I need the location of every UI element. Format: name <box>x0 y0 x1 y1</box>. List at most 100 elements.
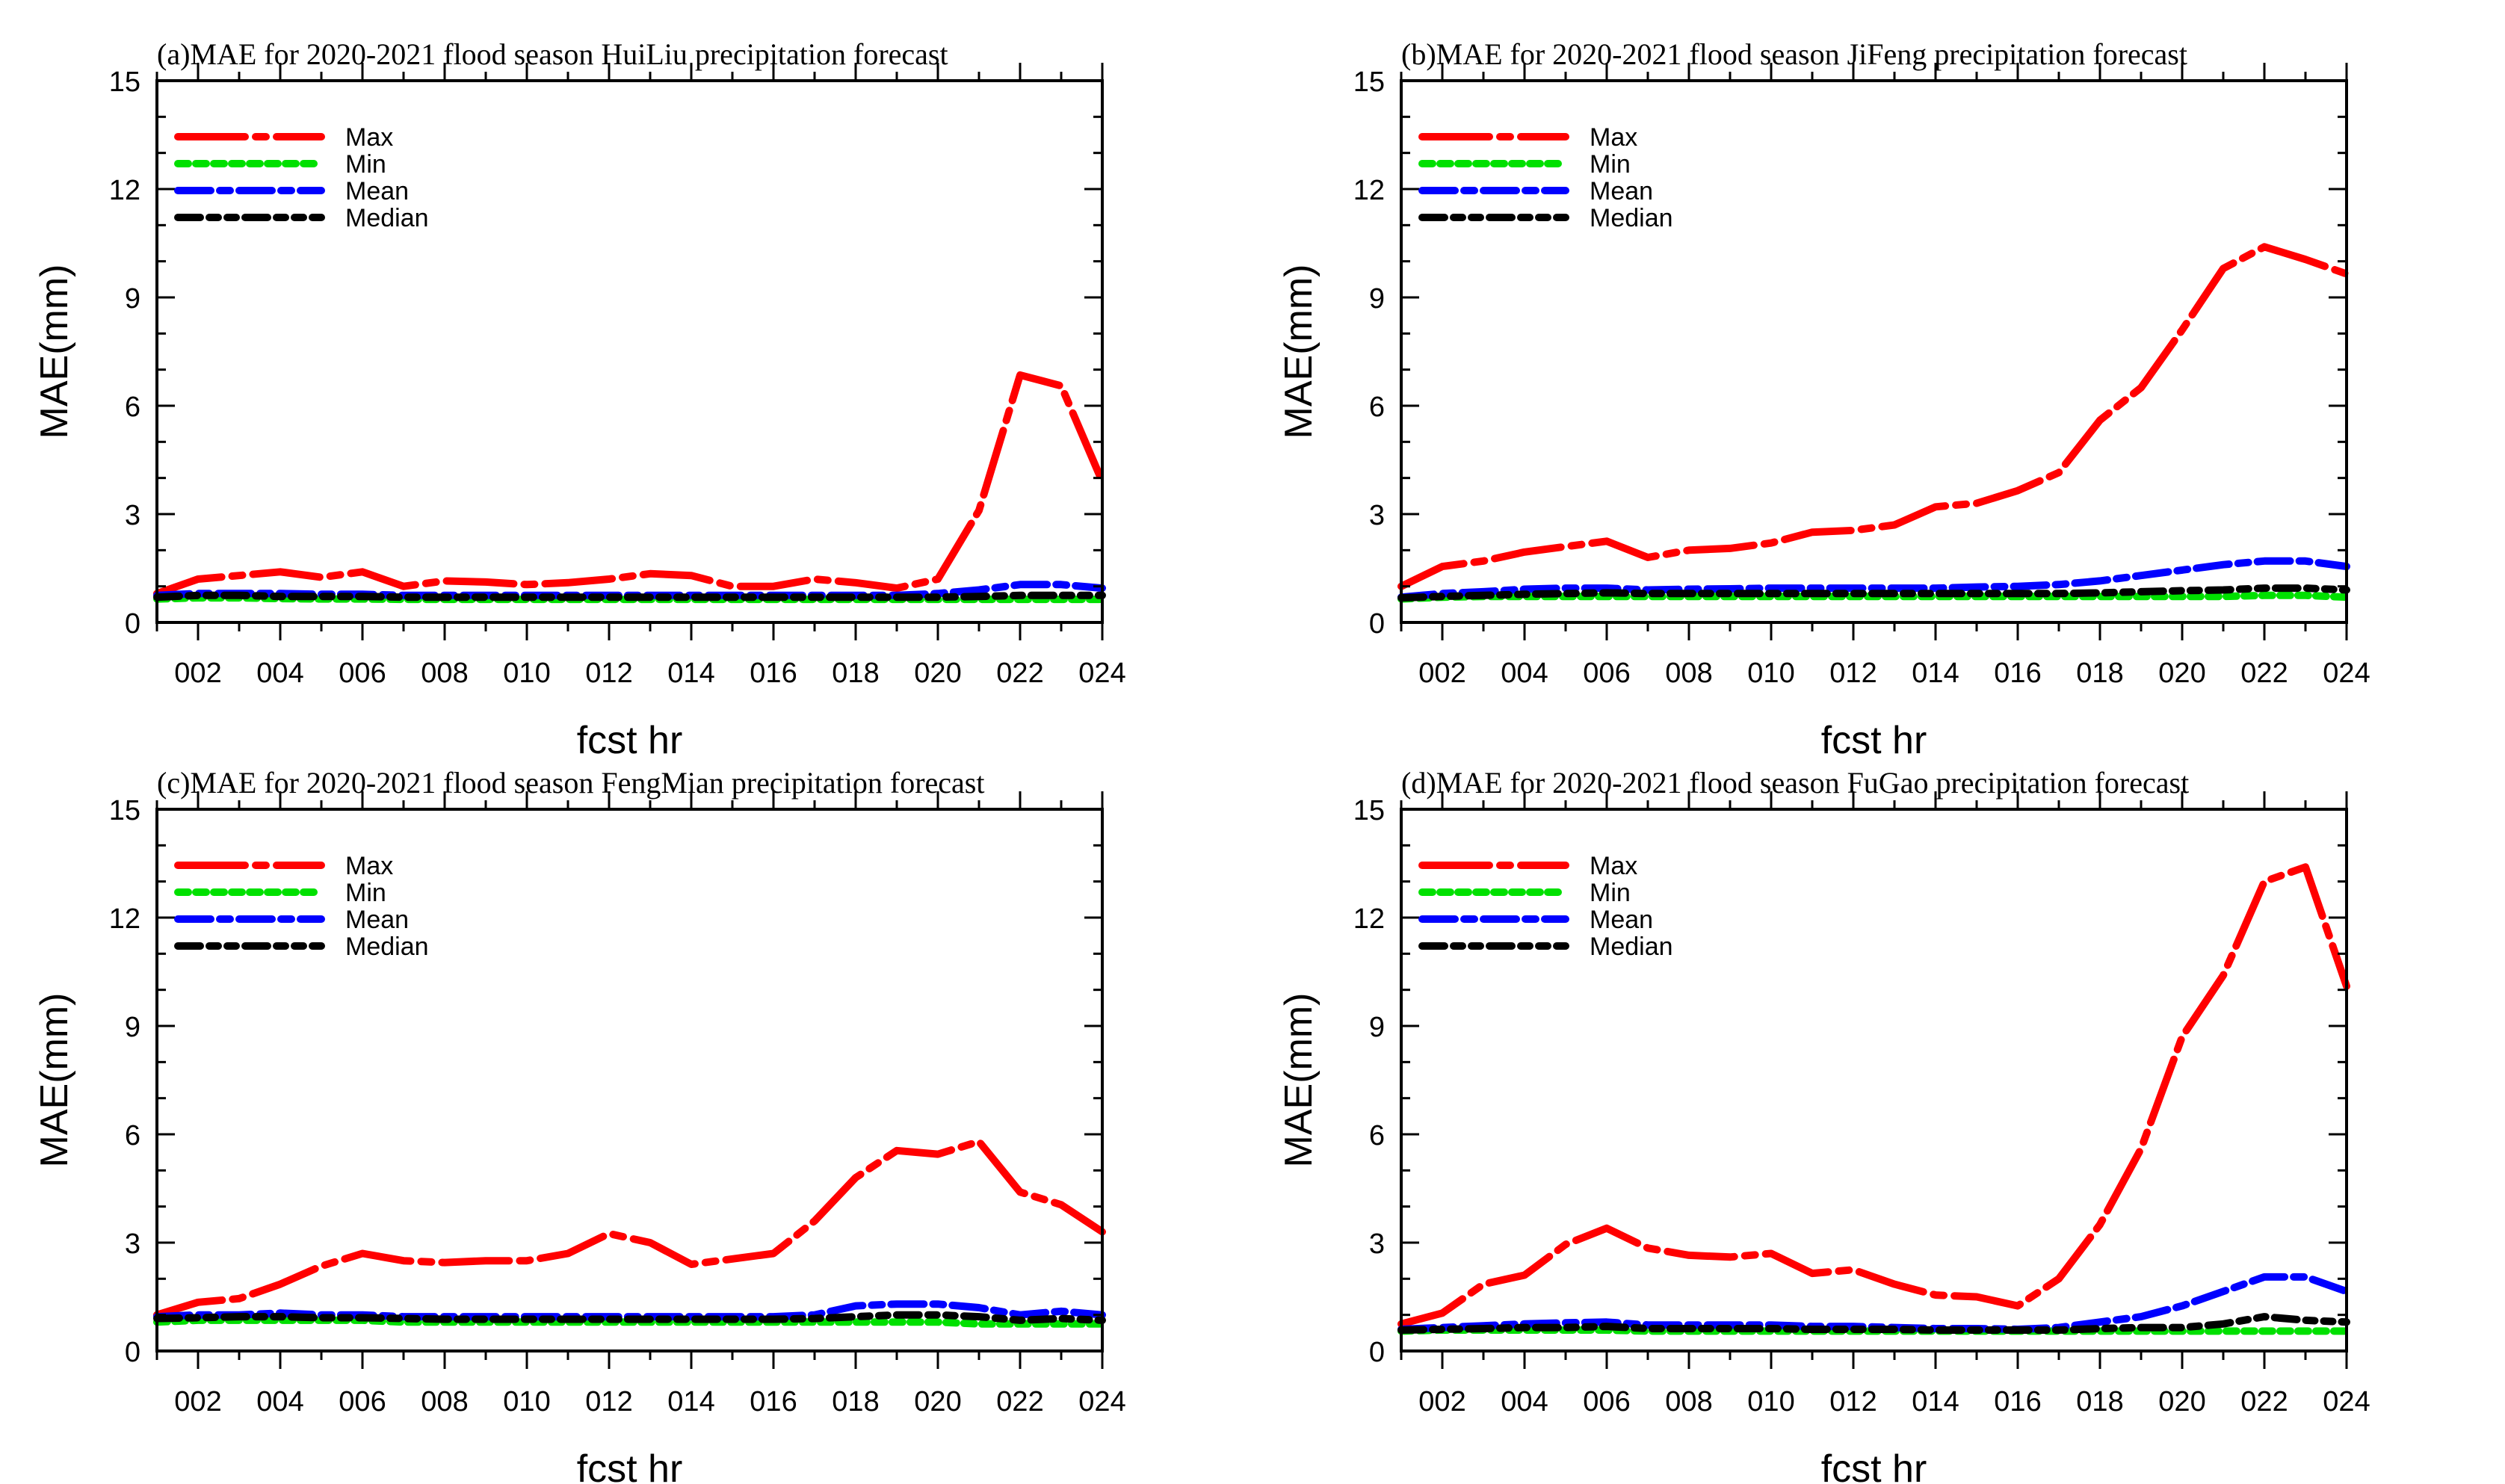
series-line-max <box>153 371 1106 598</box>
x-tick-label: 002 <box>1418 1386 1465 1417</box>
legend-label-max: Max <box>1590 852 1637 880</box>
x-tick-label: 006 <box>339 658 386 689</box>
x-tick-label: 006 <box>339 1386 386 1417</box>
x-tick-label: 018 <box>2076 1386 2123 1417</box>
y-tick-label: 15 <box>109 795 140 826</box>
x-tick-label: 008 <box>421 1386 468 1417</box>
x-tick-label: 014 <box>1912 658 1959 689</box>
y-tick-label: 15 <box>1353 67 1385 98</box>
x-tick-label: 012 <box>585 1386 632 1417</box>
x-tick-label: 024 <box>1078 658 1125 689</box>
plot-frame <box>155 79 1104 624</box>
x-tick-label: 004 <box>1501 658 1548 689</box>
x-tick-label: 008 <box>421 658 468 689</box>
series-line-median <box>1397 1313 2350 1334</box>
y-tick-label: 3 <box>125 500 140 531</box>
panel-2: (b)MAE for 2020-2021 flood season JiFeng… <box>1277 37 2370 762</box>
x-tick-label: 022 <box>2240 1386 2288 1417</box>
panel-3: (c)MAE for 2020-2021 flood season FengMi… <box>33 766 1126 1484</box>
x-axis-label: fcst hr <box>577 1447 683 1484</box>
plot-frame <box>155 808 1104 1352</box>
legend-label-median: Median <box>345 933 429 961</box>
x-tick-label: 010 <box>503 658 550 689</box>
x-tick-label: 002 <box>174 1386 221 1417</box>
series-line-max <box>1397 863 2350 1328</box>
y-tick-label: 9 <box>1369 283 1385 315</box>
x-tick-label: 014 <box>667 658 714 689</box>
x-tick-label: 018 <box>832 1386 879 1417</box>
x-tick-label: 004 <box>256 658 303 689</box>
y-tick-label: 6 <box>1369 1120 1385 1151</box>
panel-1: (a)MAE for 2020-2021 flood season HuiLiu… <box>33 37 1126 762</box>
panel-title: (a)MAE for 2020-2021 flood season HuiLiu… <box>157 37 948 71</box>
x-tick-label: 010 <box>503 1386 550 1417</box>
y-tick-label: 9 <box>1369 1012 1385 1043</box>
x-tick-label: 002 <box>1418 658 1465 689</box>
x-axis-label: fcst hr <box>1821 1447 1927 1484</box>
x-tick-label: 014 <box>1912 1386 1959 1417</box>
plot-frame <box>1400 808 2348 1352</box>
x-tick-label: 024 <box>1078 1386 1125 1417</box>
x-tick-label: 004 <box>1501 1386 1548 1417</box>
y-axis-label: MAE(mm) <box>1277 993 1321 1168</box>
x-tick-label: 020 <box>2158 658 2205 689</box>
x-axis-label: fcst hr <box>1821 719 1927 762</box>
y-tick-label: 0 <box>1369 1337 1385 1368</box>
y-tick-label: 12 <box>1353 903 1385 935</box>
legend-label-mean: Mean <box>1590 906 1653 934</box>
x-tick-label: 002 <box>174 658 221 689</box>
x-tick-label: 010 <box>1747 658 1794 689</box>
x-tick-label: 020 <box>2158 1386 2205 1417</box>
series-line-median <box>153 591 1106 602</box>
legend-label-min: Min <box>345 150 386 179</box>
panel-title: (c)MAE for 2020-2021 flood season FengMi… <box>157 766 984 800</box>
x-tick-label: 022 <box>996 1386 1043 1417</box>
legend-label-median: Median <box>345 204 429 232</box>
legend-label-mean: Mean <box>345 906 409 934</box>
y-tick-label: 15 <box>1353 795 1385 826</box>
y-tick-label: 3 <box>125 1228 140 1260</box>
legend-label-max: Max <box>345 852 393 880</box>
panel-4: (d)MAE for 2020-2021 flood season FuGao … <box>1277 766 2370 1484</box>
y-tick-label: 9 <box>125 283 140 315</box>
x-tick-label: 008 <box>1665 658 1712 689</box>
x-tick-label: 018 <box>2076 658 2123 689</box>
legend-label-min: Min <box>1590 879 1631 907</box>
x-tick-label: 006 <box>1583 658 1630 689</box>
y-tick-label: 3 <box>1369 500 1385 531</box>
x-axis-label: fcst hr <box>577 719 683 762</box>
x-tick-label: 020 <box>914 1386 961 1417</box>
legend-label-mean: Mean <box>345 177 409 205</box>
y-tick-label: 9 <box>125 1012 140 1043</box>
y-tick-label: 12 <box>109 175 140 206</box>
x-tick-label: 012 <box>585 658 632 689</box>
x-tick-label: 012 <box>1829 1386 1877 1417</box>
y-tick-label: 6 <box>125 392 140 423</box>
legend-label-median: Median <box>1590 204 1673 232</box>
x-tick-label: 018 <box>832 658 879 689</box>
x-tick-label: 014 <box>667 1386 714 1417</box>
x-tick-label: 016 <box>750 658 797 689</box>
x-tick-label: 016 <box>1994 658 2041 689</box>
legend-label-min: Min <box>1590 150 1631 179</box>
x-tick-label: 004 <box>256 1386 303 1417</box>
x-tick-label: 024 <box>2323 658 2370 689</box>
x-tick-label: 006 <box>1583 1386 1630 1417</box>
x-tick-label: 010 <box>1747 1386 1794 1417</box>
y-tick-label: 6 <box>1369 392 1385 423</box>
x-tick-label: 016 <box>1994 1386 2041 1417</box>
panel-title: (b)MAE for 2020-2021 flood season JiFeng… <box>1401 37 2187 71</box>
x-tick-label: 024 <box>2323 1386 2370 1417</box>
y-tick-label: 12 <box>109 903 140 935</box>
series-line-max <box>153 1137 1106 1319</box>
y-tick-label: 6 <box>125 1120 140 1151</box>
x-tick-label: 016 <box>750 1386 797 1417</box>
y-tick-label: 12 <box>1353 175 1385 206</box>
y-axis-label: MAE(mm) <box>1277 265 1321 439</box>
legend-label-max: Max <box>1590 123 1637 152</box>
y-tick-label: 0 <box>125 1337 140 1368</box>
